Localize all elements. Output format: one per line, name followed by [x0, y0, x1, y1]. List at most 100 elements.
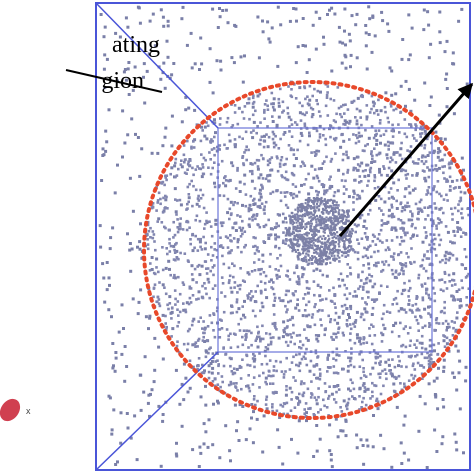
particle: [307, 172, 310, 176]
particle: [382, 447, 386, 451]
particle: [311, 94, 314, 98]
particle: [435, 376, 439, 380]
particle: [300, 380, 303, 383]
particle: [150, 151, 154, 155]
particle: [442, 358, 446, 362]
particle: [427, 312, 430, 315]
particle: [399, 84, 403, 88]
particle: [314, 10, 318, 14]
particle: [444, 319, 448, 323]
particle: [156, 151, 160, 155]
particle: [228, 207, 232, 211]
particle: [145, 69, 149, 73]
particle: [112, 364, 115, 368]
particle: [353, 290, 357, 293]
particle: [286, 178, 290, 182]
particle: [375, 399, 378, 403]
particle: [324, 205, 327, 208]
particle: [388, 369, 391, 372]
particle: [148, 414, 151, 418]
particle: [282, 133, 286, 136]
particle: [299, 209, 302, 212]
particle: [238, 366, 242, 369]
particle: [451, 253, 455, 257]
particle: [451, 294, 455, 298]
particle: [103, 300, 107, 304]
particle: [264, 274, 268, 278]
particle: [213, 118, 216, 122]
particle: [296, 213, 299, 216]
particle: [284, 203, 288, 207]
particle: [402, 423, 406, 427]
particle: [374, 129, 377, 132]
particle: [285, 239, 288, 242]
particle: [256, 15, 260, 19]
particle: [230, 290, 234, 294]
particle: [295, 280, 299, 284]
particle: [453, 432, 457, 436]
particle: [190, 147, 193, 150]
particle: [287, 85, 290, 88]
particle: [281, 175, 284, 179]
particle: [262, 271, 266, 274]
particle: [289, 215, 292, 218]
particle: [301, 112, 304, 116]
particle: [259, 138, 262, 142]
particle: [266, 159, 270, 163]
particle: [286, 106, 289, 110]
particle: [379, 119, 382, 122]
particle: [303, 233, 306, 236]
particle: [127, 93, 131, 96]
particle: [294, 218, 297, 221]
particle: [254, 236, 257, 240]
particle: [309, 240, 312, 244]
particle: [387, 29, 391, 33]
particle: [323, 246, 327, 249]
particle: [329, 219, 332, 222]
particle: [291, 223, 294, 226]
particle: [343, 303, 347, 307]
particle: [313, 234, 316, 237]
particle: [223, 295, 227, 298]
particle: [212, 402, 215, 406]
particle: [151, 230, 155, 233]
particle: [347, 397, 351, 401]
particle: [258, 188, 262, 192]
particle: [175, 441, 178, 445]
particle: [275, 277, 279, 280]
particle: [274, 268, 277, 271]
particle: [343, 53, 347, 57]
particle: [464, 365, 468, 369]
particle: [295, 123, 299, 126]
particle: [414, 128, 417, 132]
particle: [190, 323, 194, 327]
particle: [294, 234, 297, 237]
particle: [420, 364, 424, 367]
particle: [400, 266, 404, 270]
particle: [443, 177, 446, 180]
particle: [452, 279, 456, 282]
particle: [456, 230, 459, 233]
particle: [315, 267, 319, 271]
particle: [305, 111, 308, 114]
particle: [427, 382, 431, 386]
particle: [275, 273, 279, 277]
particle: [425, 466, 429, 469]
particle: [267, 135, 271, 139]
particle: [186, 390, 190, 394]
particle: [339, 429, 343, 433]
particle: [425, 193, 428, 196]
particle: [457, 185, 461, 189]
particle: [417, 308, 421, 312]
particle: [264, 200, 268, 204]
dotted-circle: [142, 80, 474, 420]
particle: [328, 237, 331, 240]
particle: [364, 301, 367, 304]
particle: [196, 367, 199, 371]
particle: [298, 253, 301, 256]
particle: [404, 204, 407, 208]
particle: [379, 109, 383, 113]
particle: [273, 296, 277, 300]
particle: [251, 295, 255, 298]
particle: [279, 253, 282, 257]
